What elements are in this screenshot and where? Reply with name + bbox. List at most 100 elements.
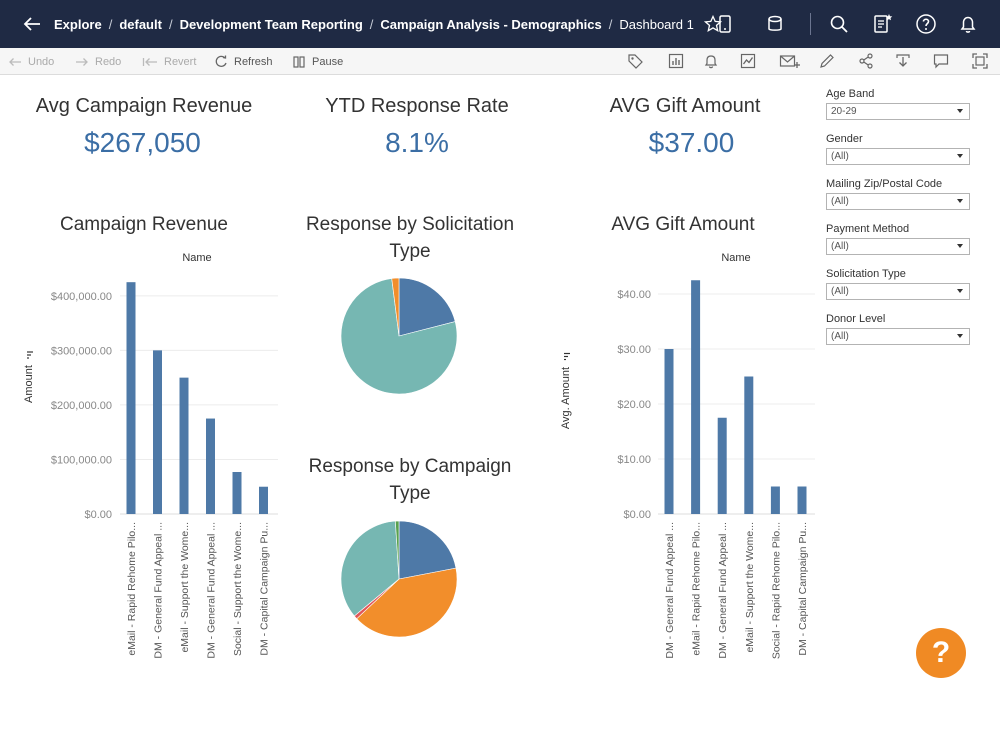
solicitation-pie-title: Response by Solicitation Type [305,214,515,262]
filter-label: Payment Method [826,223,910,235]
refresh-button[interactable]: Refresh [214,48,273,75]
pie-slice [398,277,456,337]
undo-button[interactable]: Undo [8,48,54,75]
breadcrumb-explore[interactable]: Explore [54,16,102,32]
dropdown-value: (All) [831,151,849,162]
share-icon[interactable] [857,52,875,70]
pie-slice [398,520,457,580]
bar [259,486,268,514]
filter-payment-method: Payment Method (All) [826,223,976,255]
download-icon[interactable] [894,52,912,70]
chevron-down-icon [957,289,963,293]
redo-button[interactable]: Redo [75,48,121,75]
x-category-label: DM - General Fund Appeal ... [153,522,165,659]
x-category-label: DM - General Fund Appeal ... [664,522,676,659]
filter-solicitation-type: Solicitation Type (All) [826,268,976,300]
x-category-label: DM - General Fund Appeal ... [206,522,218,659]
filter-donor-level: Donor Level (All) [826,313,976,345]
x-category-label: DM - General Fund Appeal ... [717,522,729,659]
pie-slice [340,278,458,395]
filter-zip: Mailing Zip/Postal Code (All) [826,178,976,210]
zip-dropdown[interactable]: (All) [826,193,970,210]
dropdown-value: (All) [831,286,849,297]
age-band-dropdown[interactable]: 20-29 [826,103,970,120]
campaign-type-pie-chart [340,520,458,638]
campaign-revenue-title: Campaign Revenue [60,214,228,235]
tag-icon[interactable] [626,52,644,70]
gender-dropdown[interactable]: (All) [826,148,970,165]
y-tick-label: $0.00 [623,509,651,521]
comment-icon[interactable] [932,52,950,70]
refresh-icon [215,55,227,67]
x-category-label: DM - Capital Campaign Pu... [259,522,271,656]
breadcrumb-workbook[interactable]: Campaign Analysis - Demographics [380,16,602,32]
filter-label: Age Band [826,88,875,100]
divider [810,13,811,35]
pie-slice [340,520,400,617]
donor-level-dropdown[interactable]: (All) [826,328,970,345]
bar [744,376,754,514]
avg-gift-chart-title: AVG Gift Amount [611,214,755,235]
revert-label: Revert [164,55,197,68]
mobile-icon[interactable] [713,12,737,36]
y-tick-label: $30.00 [617,344,651,356]
dropdown-value: (All) [831,331,849,342]
data-guide-icon[interactable] [667,52,685,70]
redo-arrow-icon [76,57,88,66]
kpi-title-ytd-response-rate: YTD Response Rate [325,95,509,117]
refresh-label: Refresh [234,55,273,68]
dropdown-value: (All) [831,241,849,252]
kpi-value-ytd-response-rate: 8.1% [385,127,449,158]
bar [691,280,701,514]
bar [770,486,780,514]
view-toolbar: Undo Redo Revert Refresh Pause [0,48,1000,75]
breadcrumb-project[interactable]: Development Team Reporting [179,16,363,32]
payment-method-dropdown[interactable]: (All) [826,238,970,255]
filter-label: Solicitation Type [826,268,906,280]
avg-gift-bar-chart: $0.00 $10.00 $20.00 $30.00 $40.00 Name Avg. Am… [560,252,815,659]
filter-label: Gender [826,133,863,145]
x-category-label: Social - Support the Wome... [232,522,244,656]
floating-help-button[interactable]: ? [916,628,966,678]
y-tick-label: $0.00 [84,509,112,521]
fullscreen-icon[interactable] [971,52,989,70]
breadcrumb-default[interactable]: default [119,16,162,32]
y-tick-label: $100,000.00 [51,454,112,466]
solicitation-type-dropdown[interactable]: (All) [826,283,970,300]
filter-gender: Gender (All) [826,133,976,165]
pause-button[interactable]: Pause [292,48,343,75]
favorite-star-icon[interactable] [703,15,722,33]
y-tick-label: $20.00 [617,399,651,411]
back-arrow-icon[interactable] [22,16,42,32]
edit-icon[interactable] [818,52,836,70]
pie-slice [391,277,400,337]
search-icon[interactable] [827,12,851,36]
pause-label: Pause [312,55,344,68]
bar [153,350,162,514]
database-icon[interactable] [763,12,787,36]
pause-icon [293,55,305,68]
breadcrumb-separator: / [369,16,374,32]
watch-icon[interactable] [870,12,894,36]
redo-label: Redo [95,55,122,68]
kpi-title-avg-gift-amount: AVG Gift Amount [609,95,761,117]
campaign-revenue-bar-chart: $0.00 $100,000.00 $200,000.00 $300,000.00 $4… [23,252,278,659]
chevron-down-icon [957,154,963,158]
bell-icon[interactable] [956,12,980,36]
undo-arrow-icon [9,57,21,66]
column-header: Name [721,252,750,264]
undo-label: Undo [28,55,55,68]
bar [179,377,189,514]
chevron-down-icon [957,244,963,248]
y-tick-label: $300,000.00 [51,345,112,357]
revert-button[interactable]: Revert [142,48,196,75]
filter-label: Donor Level [826,313,886,325]
alert-icon[interactable] [702,52,720,70]
help-icon[interactable] [914,12,938,36]
breadcrumb-current-view: Dashboard 1 [619,16,694,32]
metric-icon[interactable] [739,52,757,70]
bar [206,418,215,514]
subscribe-icon[interactable] [779,52,801,70]
revert-icon [142,57,157,66]
x-category-label: eMail - Support the Wome... [179,522,191,653]
